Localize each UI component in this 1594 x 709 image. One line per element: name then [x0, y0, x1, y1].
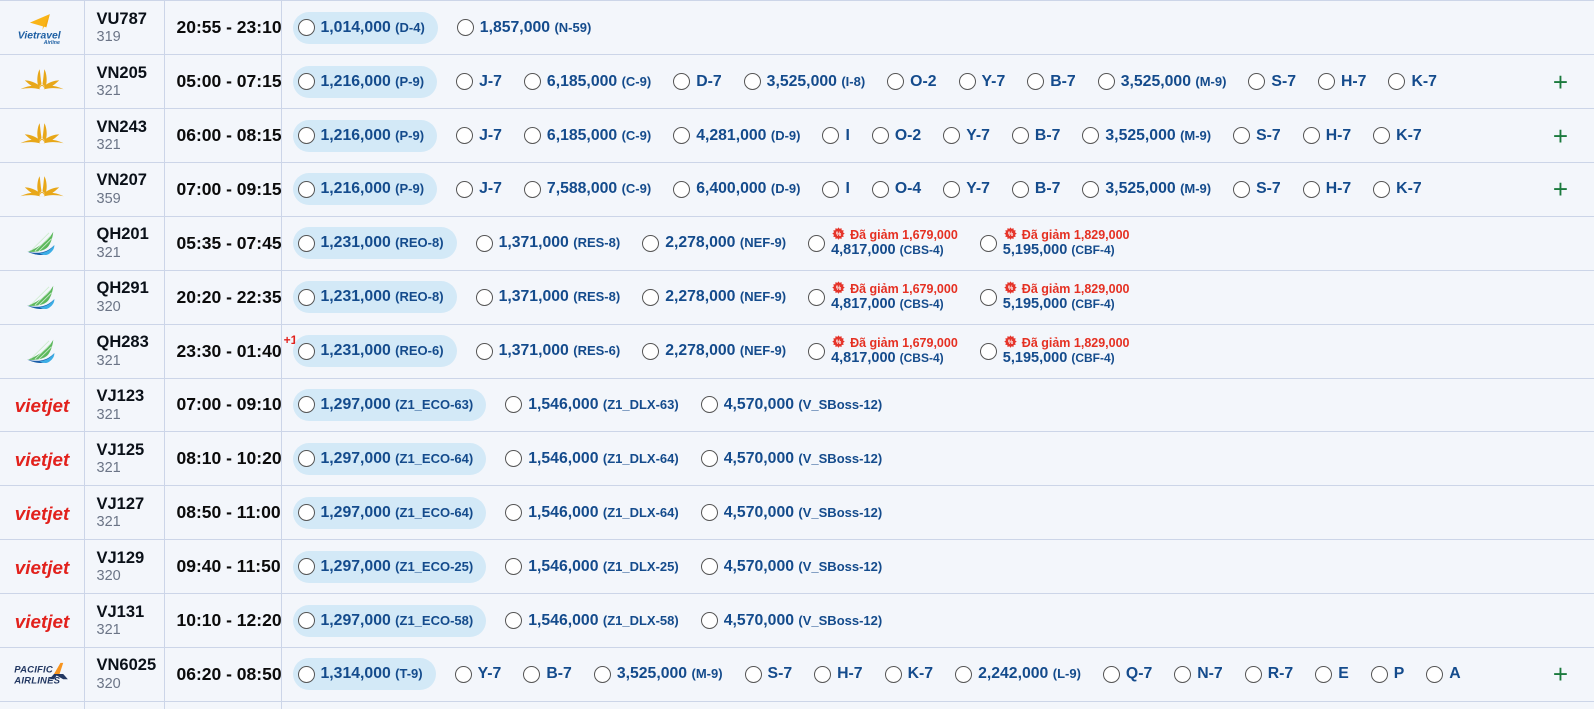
svg-text:vietjet: vietjet — [14, 612, 69, 633]
svg-text:vietjet: vietjet — [14, 558, 69, 579]
svg-text:%: % — [836, 286, 842, 292]
svg-text:%: % — [1008, 232, 1014, 238]
svg-text:PACIFIC: PACIFIC — [14, 665, 53, 676]
svg-text:vietjet: vietjet — [14, 396, 69, 417]
svg-text:%: % — [836, 340, 842, 346]
svg-text:vietjet: vietjet — [14, 450, 69, 471]
svg-text:%: % — [1008, 340, 1014, 346]
svg-text:Airline: Airline — [42, 40, 59, 46]
svg-text:vietjet: vietjet — [14, 504, 69, 525]
svg-text:%: % — [1008, 286, 1014, 292]
svg-text:%: % — [836, 232, 842, 238]
